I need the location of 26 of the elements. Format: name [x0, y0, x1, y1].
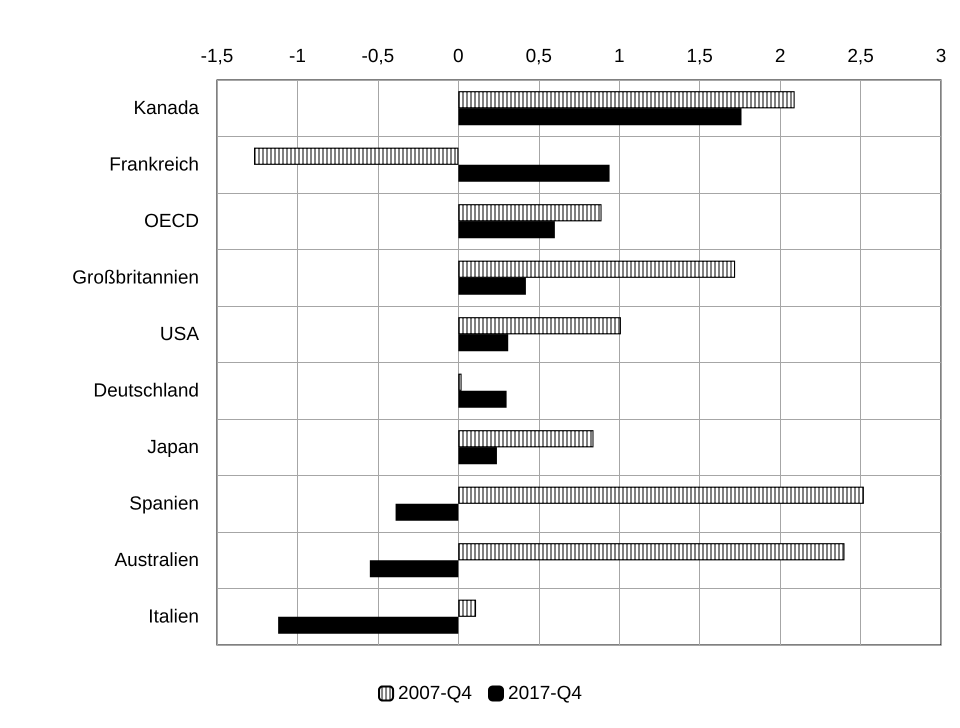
bar: [278, 616, 458, 634]
y-tick-label: OECD: [144, 210, 199, 232]
x-tick-label: 2: [774, 46, 786, 67]
bar: [458, 164, 610, 182]
bar: [396, 504, 458, 521]
y-tick-label: Großbritannien: [72, 267, 199, 288]
legend-label: 2017-Q4: [508, 683, 582, 704]
y-tick-label: Japan: [147, 436, 199, 458]
x-tick-label: 0: [453, 46, 464, 67]
x-tick-label: -1,5: [200, 46, 234, 67]
y-tick-label: Spanien: [129, 493, 199, 514]
y-tick-label: Deutschland: [93, 380, 199, 402]
y-tick-label: Frankreich: [109, 154, 199, 176]
bar: [370, 560, 458, 578]
x-tick-label: 0,5: [526, 46, 552, 67]
x-tick-label: 1: [614, 46, 625, 67]
x-tick-label: 3: [936, 46, 946, 67]
x-tick-label: 1,5: [686, 46, 713, 67]
y-tick-label: USA: [160, 324, 200, 345]
x-tick-label: 2,5: [847, 46, 874, 67]
y-tick-label: Australien: [114, 550, 199, 571]
legend-label: 2007-Q4: [398, 683, 472, 704]
y-tick-label: Italien: [148, 606, 199, 628]
x-tick-label: -1: [288, 46, 306, 67]
y-tick-label: Kanada: [133, 98, 200, 119]
x-tick-label: -0,5: [362, 46, 394, 67]
